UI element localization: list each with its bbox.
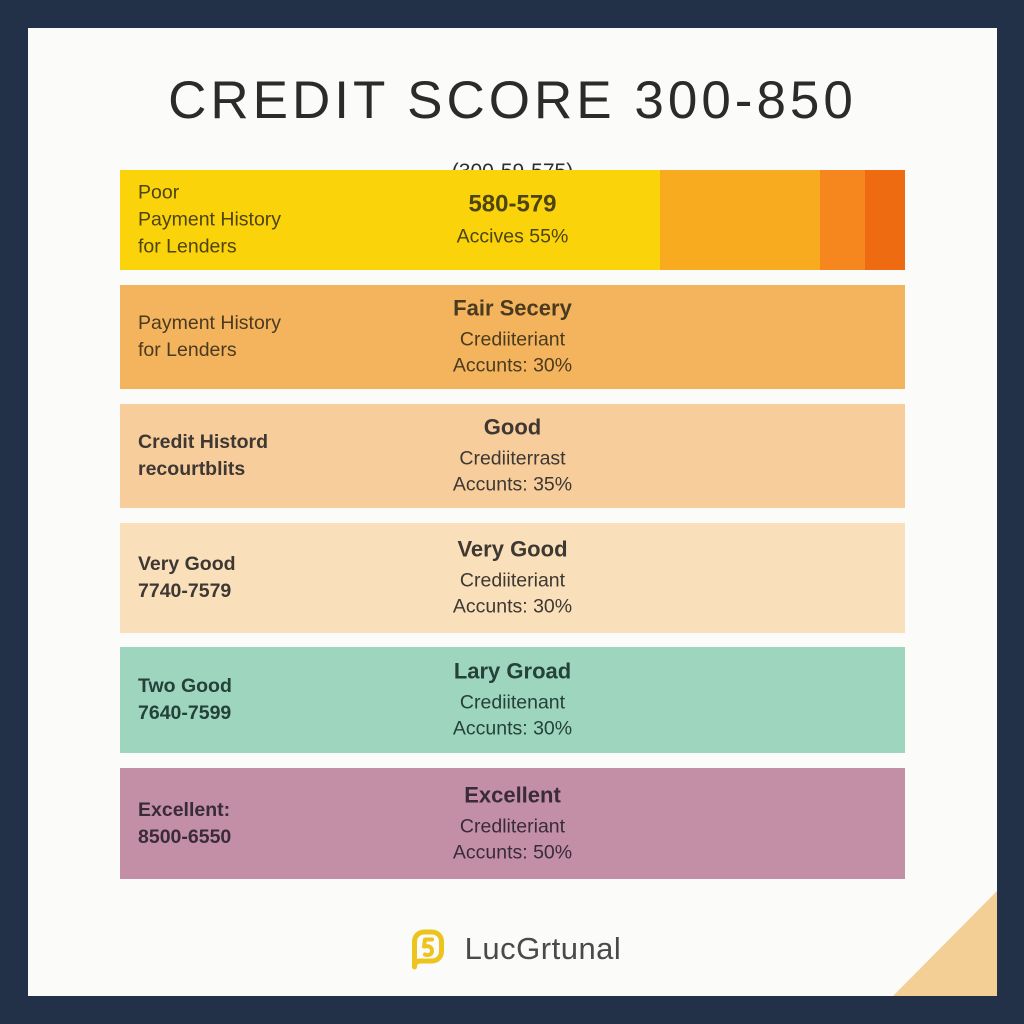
- band-left-line: Very Good: [138, 553, 236, 575]
- band-good: Credit Histord recourtblits Good Crediit…: [120, 404, 905, 508]
- footer: LucGrtunal: [28, 921, 997, 977]
- band-center-line: Crediiteriant: [459, 328, 566, 351]
- band-left-line: Payment History: [138, 312, 282, 334]
- band-left-line: Two Good: [138, 675, 232, 697]
- band-good-center-text: Good Crediiterrast Accunts: 35%: [120, 415, 905, 498]
- band-center-line: Accunts: 50%: [452, 841, 573, 863]
- band-left-line: Excellent:: [138, 798, 231, 821]
- band-left-line: 7740-7579: [138, 580, 232, 602]
- band-title: Very Good: [457, 536, 568, 562]
- logo-bubble-path: [411, 929, 444, 970]
- band-two-good-left-text: Two Good 7640-7599: [138, 673, 232, 727]
- band-two-good-center-text: Lary Groad Crediitenant Accunts: 30%: [120, 659, 905, 742]
- band-excellent-left-text: Excellent: 8500-6550: [138, 797, 231, 851]
- band-title: Good: [483, 414, 542, 440]
- band-center-line: Crediitenant: [459, 691, 566, 714]
- band-left-line: 8500-6550: [138, 825, 232, 848]
- band-excellent-center-text: Excellent Credliteriant Accunts: 50%: [120, 782, 905, 865]
- band-title: Fair Secery: [453, 295, 572, 321]
- brand-name: LucGrtunal: [464, 931, 622, 966]
- band-range: 580-579: [468, 190, 557, 218]
- band-center-line: Crediiteriant: [459, 569, 566, 592]
- band-very-good: Very Good 7740-7579 Very Good Crediiteri…: [120, 523, 905, 633]
- band-center-line: Credliteriant: [459, 815, 566, 837]
- band-good-left-text: Credit Histord recourtblits: [138, 429, 268, 483]
- band-center-line: Accunts: 35%: [452, 473, 573, 496]
- band-fair-left-text: Payment History for Lenders: [138, 310, 281, 364]
- infographic-card: CREDIT SCORE 300-850 (300-59-575) Poor P…: [28, 28, 997, 996]
- scale-segment-deep-orange: [865, 170, 905, 270]
- band-center-line: Accives 55%: [456, 225, 569, 248]
- band-poor: Poor Payment History for Lenders 580-579…: [120, 170, 905, 270]
- band-two-good: Two Good 7640-7599 Lary Groad Crediitena…: [120, 647, 905, 753]
- band-fair-center-text: Fair Secery Crediiteriant Accunts: 30%: [120, 296, 905, 379]
- band-fair: Payment History for Lenders Fair Secery …: [120, 285, 905, 389]
- band-center-line: Crediiterrast: [459, 447, 566, 470]
- logo-glyph-path: [421, 937, 434, 958]
- band-left-line: recourtblits: [138, 458, 246, 480]
- band-title: Excellent: [464, 782, 561, 807]
- page-title: CREDIT SCORE 300-850: [168, 71, 857, 130]
- band-left-line: Credit Histord: [138, 431, 269, 453]
- logo-icon: [411, 929, 444, 970]
- band-very-good-left-text: Very Good 7740-7579: [138, 551, 236, 605]
- band-left-line: Payment History: [138, 208, 282, 231]
- scale-segment-amber: [660, 170, 820, 270]
- band-left-line: 7640-7599: [138, 702, 232, 724]
- band-very-good-center-text: Very Good Crediiteriant Accunts: 30%: [120, 537, 905, 620]
- band-left-line: for Lenders: [138, 339, 237, 361]
- band-poor-left-text: Poor Payment History for Lenders: [138, 180, 281, 261]
- band-title: Lary Groad: [453, 658, 572, 684]
- band-center-line: Accunts: 30%: [452, 717, 573, 740]
- band-center-line: Accunts: 30%: [452, 354, 573, 377]
- band-poor-center-text: 580-579 Accives 55%: [120, 191, 905, 250]
- band-left-line: Poor: [138, 181, 180, 204]
- scale-segment-orange: [820, 170, 865, 270]
- band-left-line: for Lenders: [138, 235, 237, 258]
- band-excellent: Excellent: 8500-6550 Excellent Credliter…: [120, 768, 905, 879]
- band-center-line: Accunts: 30%: [452, 595, 573, 618]
